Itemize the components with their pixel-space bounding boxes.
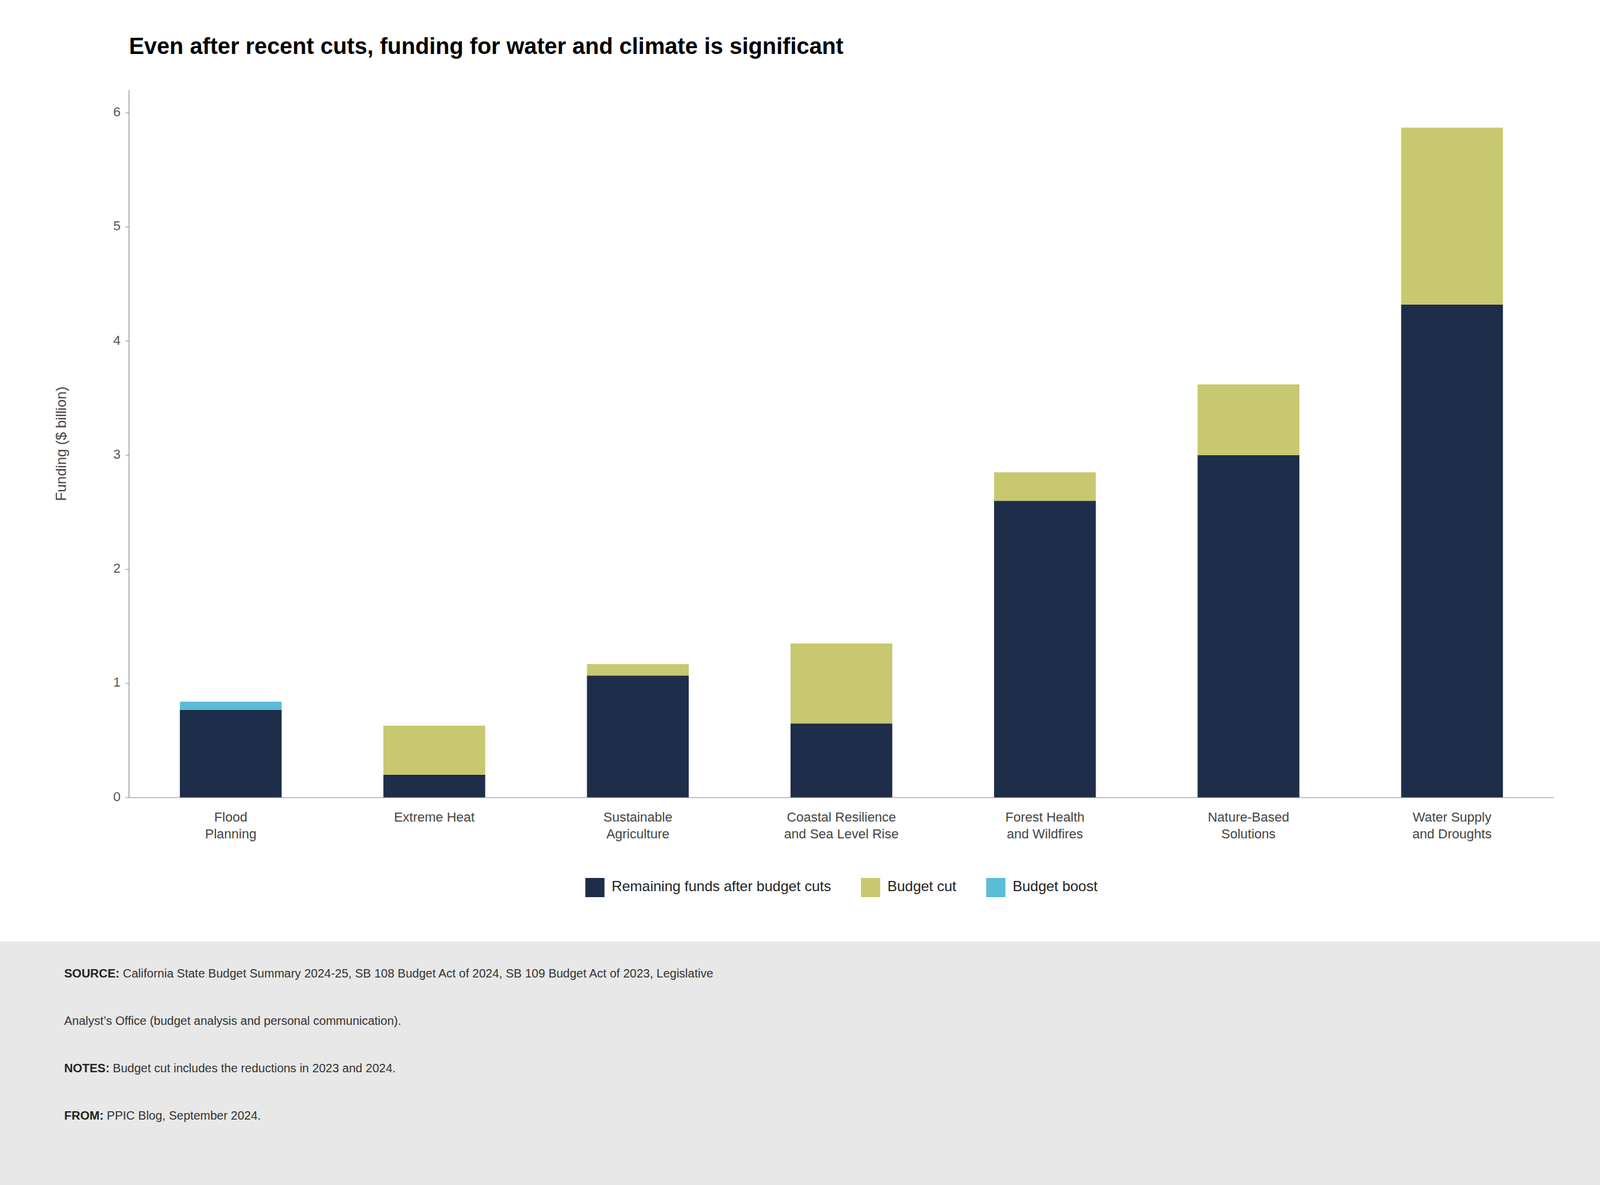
footer-note-text: California State Budget Summary 2024-25,…: [119, 967, 714, 981]
chart: Even after recent cuts, funding for wate…: [0, 0, 1600, 1185]
x-tick-label-line: Agriculture: [606, 826, 670, 842]
bars: [179, 127, 1503, 798]
bar-segment: [790, 643, 893, 724]
x-tick-label-line: and Sea Level Rise: [784, 826, 899, 842]
y-tick: [125, 797, 129, 799]
x-tick-label: Nature-BasedSolutions: [1207, 809, 1290, 842]
y-tick: [125, 455, 129, 456]
legend-swatch: [986, 878, 1006, 898]
x-tick-label-line: Extreme Heat: [394, 809, 476, 825]
bar-segment: [1197, 455, 1300, 798]
bar-segment: [179, 709, 282, 798]
y-tick: [125, 569, 129, 570]
bar-segment: [1197, 384, 1300, 386]
x-tick-label: SustainableAgriculture: [603, 809, 673, 842]
x-tick-label-line: and Droughts: [1412, 826, 1492, 842]
bar-segment: [586, 664, 689, 676]
bar-segment: [1401, 304, 1504, 798]
footer-note: FROM: PPIC Blog, September 2024.: [64, 1109, 261, 1123]
x-tick-label-line: Forest Health: [1005, 809, 1085, 825]
bar-segment: [586, 675, 689, 798]
bar-segment: [383, 725, 486, 727]
x-tick-label-line: Coastal Resilience: [786, 809, 896, 825]
y-tick-label: 4: [113, 332, 121, 348]
bar-segment: [994, 500, 1097, 798]
y-tick-label: 5: [113, 218, 121, 234]
y-tick-label: 6: [113, 104, 121, 120]
legend-swatch: [585, 878, 605, 898]
x-tick-label: Water Supplyand Droughts: [1412, 809, 1492, 842]
footer-note: NOTES: Budget cut includes the reduction…: [64, 1061, 396, 1076]
y-tick-label: 0: [113, 789, 121, 805]
bar-segment: [790, 723, 893, 798]
footer-note-text: Analyst’s Office (budget analysis and pe…: [64, 1014, 402, 1028]
footer-note-text: PPIC Blog, September 2024.: [103, 1109, 261, 1123]
x-axis-line: [128, 797, 1554, 798]
y-tick-label: 3: [113, 446, 121, 462]
x-tick-label-line: and Wildfires: [1006, 826, 1083, 842]
bar-segment: [179, 701, 282, 710]
legend-label: Remaining funds after budget cuts: [611, 878, 832, 895]
y-axis-label: Funding ($ billion): [52, 386, 69, 502]
bar-segment: [1197, 384, 1300, 456]
y-tick: [125, 226, 129, 228]
footer-note-label: FROM:: [64, 1109, 104, 1123]
y-tick: [125, 683, 129, 684]
bar-segment: [1401, 127, 1504, 305]
bar-segment: [586, 664, 689, 665]
legend: Remaining funds after budget cuts Budget …: [585, 878, 1098, 898]
y-tick-label: 1: [113, 674, 121, 690]
footer-note: SOURCE: California State Budget Summary …: [64, 967, 714, 981]
x-tick-label: Coastal Resilienceand Sea Level Rise: [784, 809, 899, 842]
bar-segment: [383, 775, 486, 798]
y-tick: [125, 340, 129, 342]
x-tick-label-line: Water Supply: [1412, 809, 1492, 825]
footer-background: [0, 941, 1600, 1185]
bar-segment: [790, 643, 893, 645]
x-tick-label-line: Planning: [205, 826, 257, 842]
bar-segment: [994, 472, 1097, 473]
footer-note-label: SOURCE:: [64, 967, 120, 981]
background: [0, 0, 1600, 1185]
title: Even after recent cuts, funding for wate…: [128, 33, 844, 59]
x-tick-label-line: Sustainable: [603, 809, 673, 825]
x-tick-label-line: Nature-Based: [1207, 809, 1290, 825]
legend-label: Budget boost: [1012, 878, 1098, 895]
x-tick-label: Forest Healthand Wildfires: [1005, 809, 1085, 842]
bar-segment: [383, 725, 486, 776]
footer-note: Analyst’s Office (budget analysis and pe…: [64, 1014, 402, 1028]
y-tick: [125, 112, 129, 114]
x-tick-label-line: Flood: [214, 809, 248, 825]
bar-segment: [1401, 127, 1504, 128]
y-axis-line: [128, 89, 129, 798]
footer-note-text: Budget cut includes the reductions in 20…: [109, 1061, 396, 1076]
footer-note-label: NOTES:: [64, 1061, 110, 1076]
x-tick-label-line: Solutions: [1221, 826, 1277, 842]
bar-segment: [994, 472, 1097, 502]
x-tick-label: Extreme Heat: [394, 809, 476, 825]
legend-label: Budget cut: [887, 878, 957, 895]
y-tick-label: 2: [113, 560, 121, 576]
legend-swatch: [860, 878, 881, 898]
x-tick-label: FloodPlanning: [205, 809, 257, 842]
